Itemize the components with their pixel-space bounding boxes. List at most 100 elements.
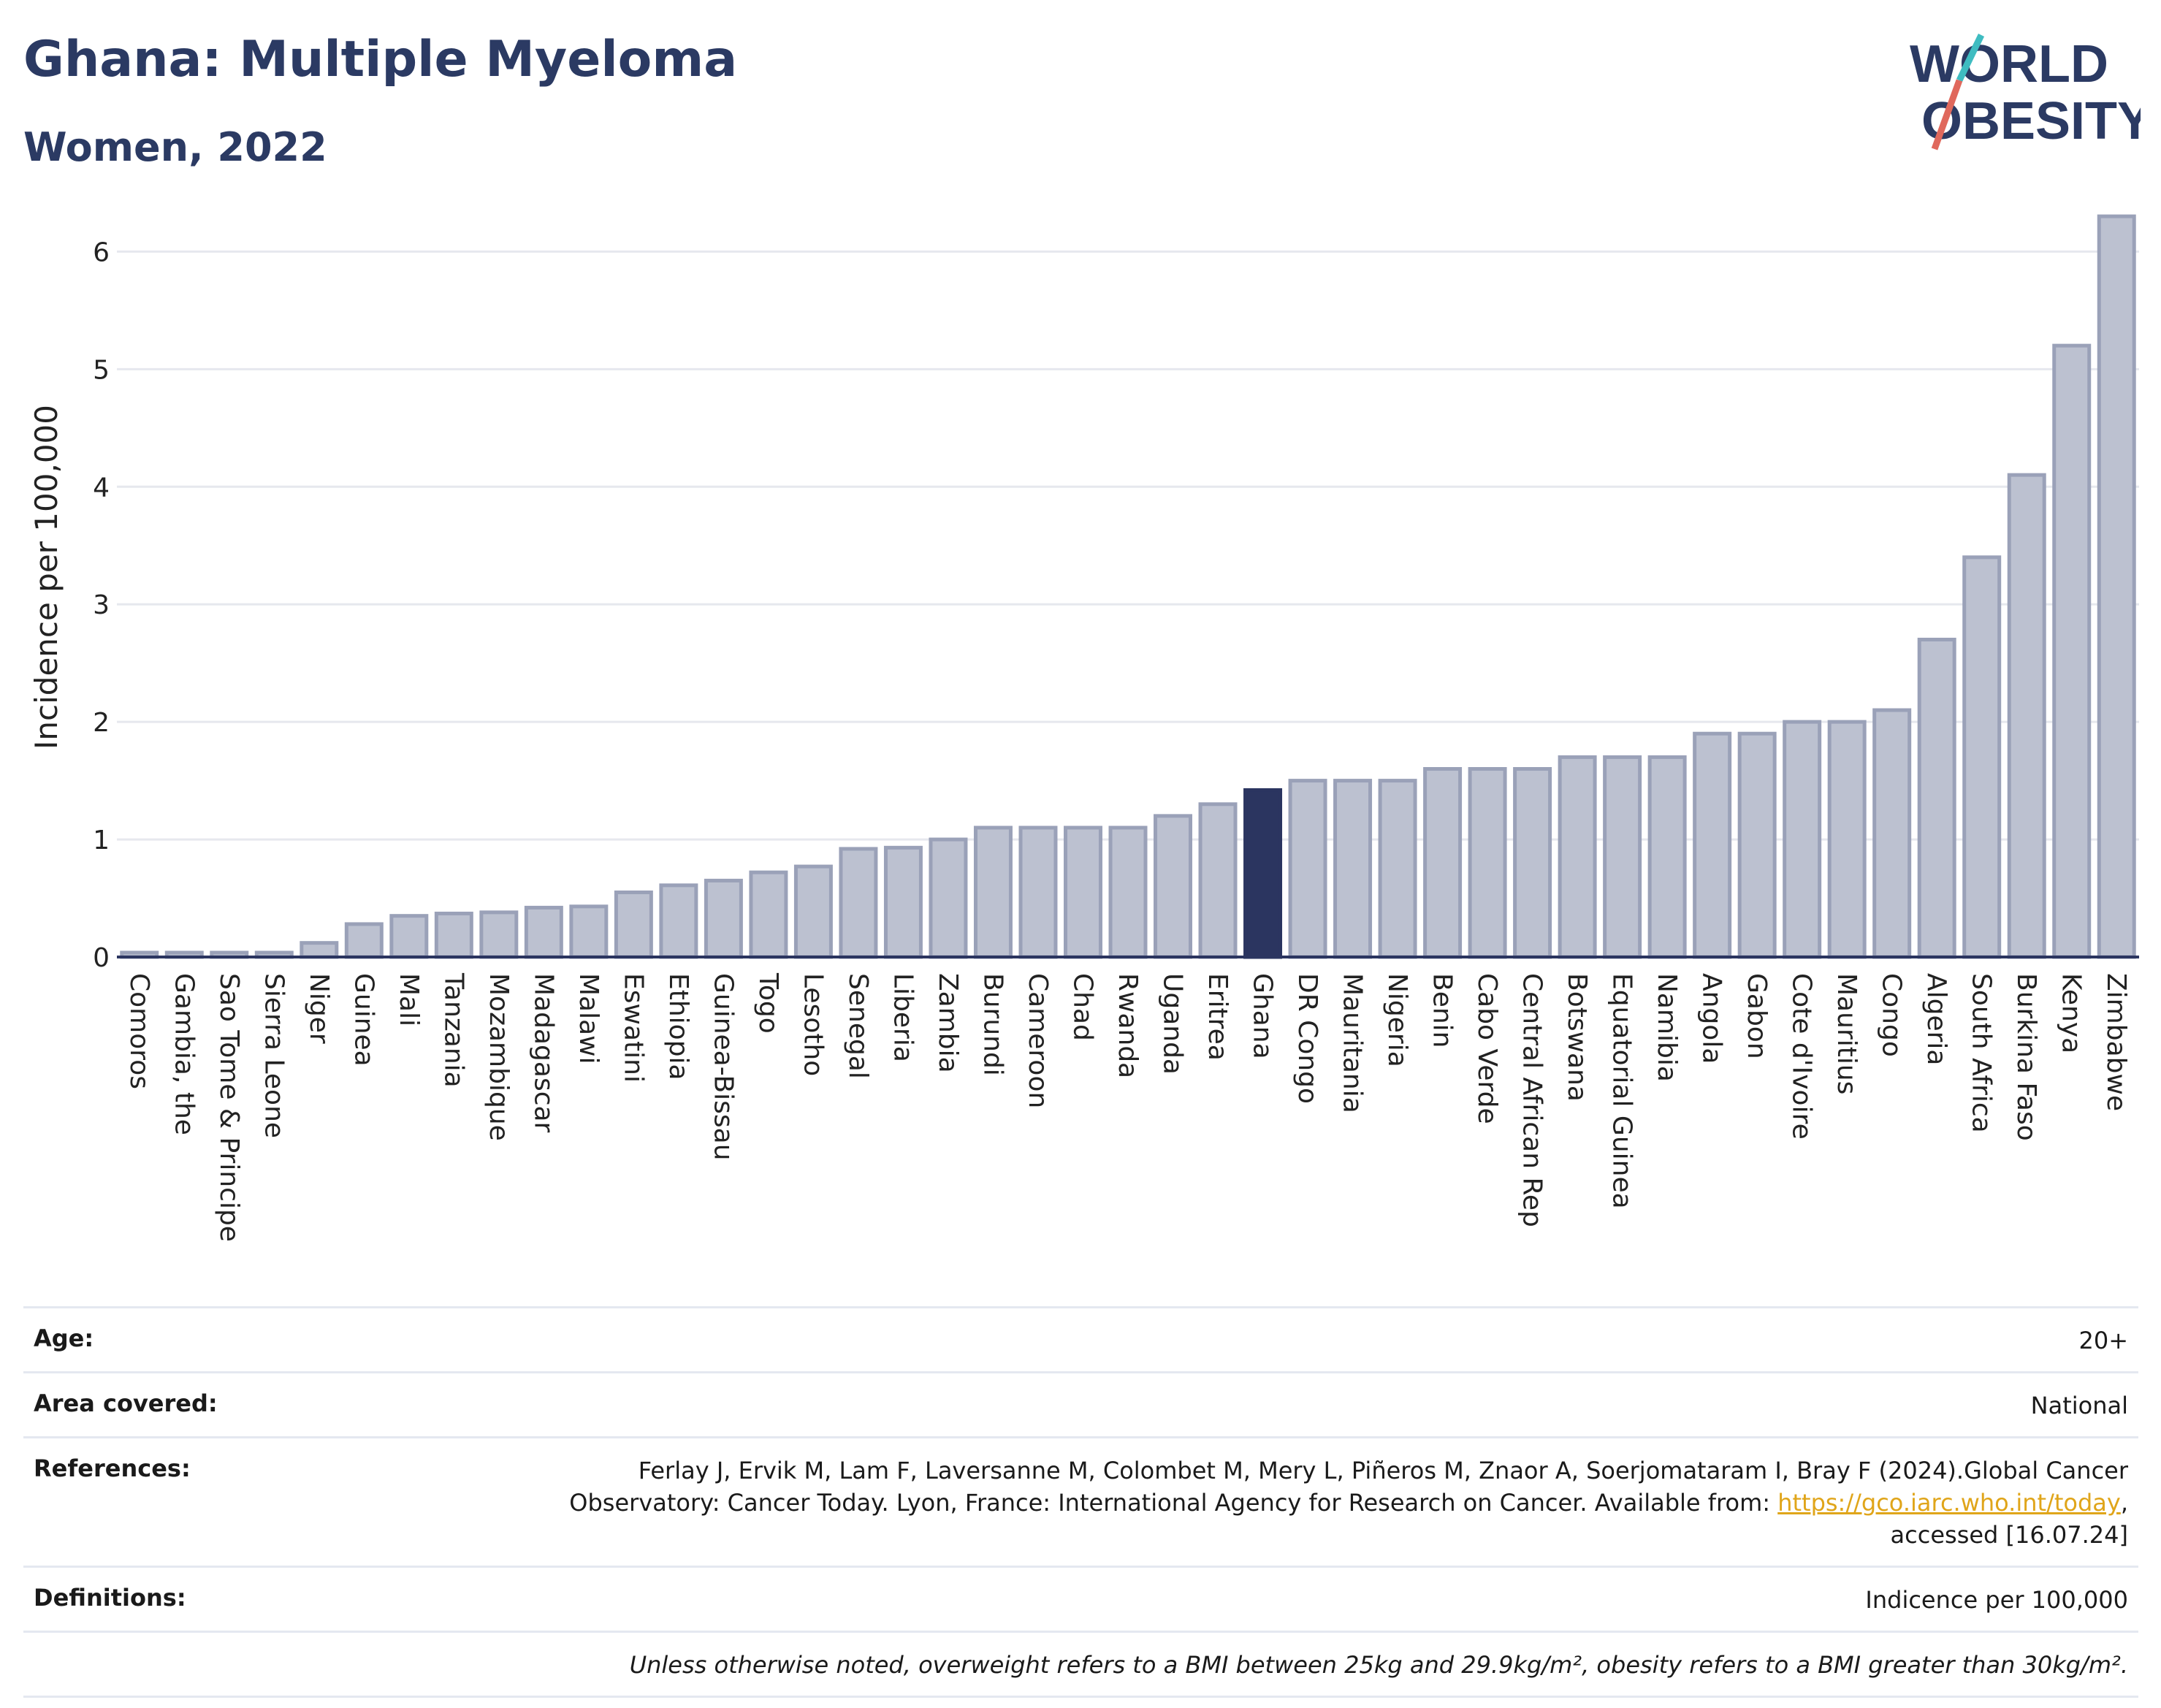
bar-uganda bbox=[1154, 814, 1193, 959]
bar-kenya bbox=[2052, 343, 2092, 959]
x-tick-label: Zimbabwe bbox=[2101, 973, 2131, 1111]
bar-tanzania bbox=[434, 911, 473, 959]
x-tick-label: Central African Rep bbox=[1517, 973, 1547, 1227]
bar-togo bbox=[749, 870, 788, 959]
x-tick-label: Mauritius bbox=[1832, 973, 1861, 1094]
x-tick-label: Angola bbox=[1697, 973, 1727, 1064]
y-tick-label: 0 bbox=[93, 943, 110, 973]
bar-zambia bbox=[929, 837, 968, 959]
bar-guinea-bissau bbox=[704, 878, 743, 959]
bar-angola bbox=[1693, 731, 1732, 959]
bar-dr-congo bbox=[1288, 779, 1327, 959]
y-tick-label: 1 bbox=[93, 826, 110, 855]
bar-cabo-verde bbox=[1468, 767, 1507, 959]
bar-ghana bbox=[1243, 788, 1283, 959]
x-tick-label: Gambia, the bbox=[169, 973, 199, 1135]
bar-central-african-rep bbox=[1513, 767, 1552, 959]
x-tick-label: Madagascar bbox=[528, 973, 558, 1133]
y-tick-label: 4 bbox=[93, 473, 110, 503]
x-tick-label: Namibia bbox=[1652, 973, 1682, 1082]
age-value: 20+ bbox=[2078, 1327, 2128, 1354]
bar-malawi bbox=[569, 904, 609, 959]
x-tick-label: Burkina Faso bbox=[2011, 973, 2041, 1141]
bar-mozambique bbox=[479, 910, 519, 959]
references-link[interactable]: https://gco.iarc.who.int/today bbox=[1777, 1489, 2121, 1517]
references-value: Ferlay J, Ervik M, Lam F, Laversanne M, … bbox=[297, 1455, 2128, 1551]
bar-congo bbox=[1872, 708, 1912, 959]
x-tick-label: Rwanda bbox=[1113, 973, 1143, 1078]
bar-benin bbox=[1423, 767, 1463, 959]
bar-namibia bbox=[1647, 755, 1687, 959]
area-label: Area covered: bbox=[34, 1389, 218, 1417]
y-tick-label: 2 bbox=[93, 708, 110, 738]
x-tick-label: Uganda bbox=[1158, 973, 1188, 1075]
bar-niger bbox=[300, 941, 339, 959]
x-tick-label: South Africa bbox=[1967, 973, 1997, 1133]
bar-chart: 0 1 2 3 4 5 6 Comoros Gambia, the Sao Tome & Pri… bbox=[28, 214, 2139, 1242]
y-axis-title: Incidence per 100,000 bbox=[28, 405, 64, 750]
x-tick-label: DR Congo bbox=[1292, 973, 1322, 1104]
x-tick-label: Sierra Leone bbox=[259, 973, 289, 1138]
references-line2: Observatory: Cancer Today. Lyon, France:… bbox=[569, 1489, 1778, 1517]
meta-row-age: Age: 20+ bbox=[23, 1306, 2138, 1371]
bar-eswatini bbox=[614, 890, 653, 959]
references-line1: Ferlay J, Ervik M, Lam F, Laversanne M, … bbox=[638, 1457, 2128, 1484]
x-tick-label: Chad bbox=[1067, 973, 1097, 1041]
logo-slash-coral bbox=[1931, 79, 1963, 150]
bmi-note: Unless otherwise noted, overweight refer… bbox=[629, 1651, 2128, 1679]
x-tick-label: Mauritania bbox=[1338, 973, 1368, 1113]
x-tick-label: Mali bbox=[394, 973, 424, 1026]
bar-liberia bbox=[883, 845, 923, 959]
meta-row-references: References: Ferlay J, Ervik M, Lam F, La… bbox=[23, 1436, 2138, 1566]
y-axis-ticks: 0 1 2 3 4 5 6 bbox=[93, 237, 110, 973]
x-tick-label: Nigeria bbox=[1382, 973, 1412, 1067]
x-tick-label: Sao Tome & Principe bbox=[214, 973, 244, 1242]
x-tick-label: Burundi bbox=[977, 973, 1007, 1076]
bar-mali bbox=[389, 914, 429, 959]
page-subtitle: Women, 2022 bbox=[23, 124, 327, 170]
x-tick-label: Tanzania bbox=[438, 972, 468, 1088]
x-tick-label: Liberia bbox=[888, 973, 918, 1062]
x-tick-label: Eritrea bbox=[1203, 973, 1232, 1061]
references-line2-end: , bbox=[2120, 1489, 2128, 1517]
bar-gabon bbox=[1737, 731, 1777, 959]
definitions-label: Definitions: bbox=[34, 1584, 186, 1612]
bar-eritrea bbox=[1198, 802, 1238, 959]
bar-guinea bbox=[344, 922, 384, 959]
bar-ethiopia bbox=[659, 883, 698, 959]
x-tick-label: Equatorial Guinea bbox=[1607, 973, 1637, 1209]
metadata-table: Age: 20+ Area covered: National Referenc… bbox=[23, 1306, 2138, 1698]
bar-mauritania bbox=[1333, 779, 1373, 959]
meta-row-definitions: Definitions: Indicence per 100,000 bbox=[23, 1566, 2138, 1631]
x-tick-label: Gabon bbox=[1742, 973, 1772, 1059]
definitions-value: Indicence per 100,000 bbox=[1865, 1586, 2128, 1614]
x-tick-label: Cabo Verde bbox=[1472, 973, 1502, 1124]
x-tick-label: Senegal bbox=[843, 973, 873, 1079]
logo-text-world: WORLD bbox=[1910, 35, 2108, 94]
bar-burkina-faso bbox=[2007, 473, 2046, 959]
x-tick-label: Algeria bbox=[1921, 973, 1951, 1066]
bar-zimbabwe bbox=[2097, 214, 2136, 959]
x-tick-label: Botswana bbox=[1562, 973, 1592, 1102]
world-obesity-logo: WORLD OBESITY bbox=[1910, 34, 2141, 150]
bar-madagascar bbox=[524, 905, 563, 959]
x-tick-label: Guinea-Bissau bbox=[708, 973, 738, 1161]
x-tick-label: Malawi bbox=[573, 973, 603, 1064]
bar-nigeria bbox=[1378, 779, 1417, 959]
x-tick-label: Benin bbox=[1428, 973, 1457, 1048]
x-tick-label: Ethiopia bbox=[663, 973, 693, 1080]
bar-mauritius bbox=[1827, 720, 1867, 959]
bar-algeria bbox=[1917, 637, 1956, 959]
bar-south-africa bbox=[1962, 555, 2002, 959]
bar-chad bbox=[1063, 826, 1102, 959]
bar-cameroon bbox=[1018, 826, 1058, 959]
meta-row-area: Area covered: National bbox=[23, 1371, 2138, 1436]
x-tick-label: Cote d'Ivoire bbox=[1787, 973, 1817, 1140]
x-tick-label: Guinea bbox=[348, 973, 378, 1067]
x-tick-label: Zambia bbox=[933, 973, 963, 1073]
x-tick-label: Lesotho bbox=[798, 973, 828, 1076]
page-title: Ghana: Multiple Myeloma bbox=[23, 31, 738, 88]
bar-senegal bbox=[839, 847, 878, 959]
x-axis-ticks: Comoros Gambia, the Sao Tome & Principe Sie… bbox=[124, 972, 2131, 1242]
bar-botswana bbox=[1558, 755, 1597, 959]
